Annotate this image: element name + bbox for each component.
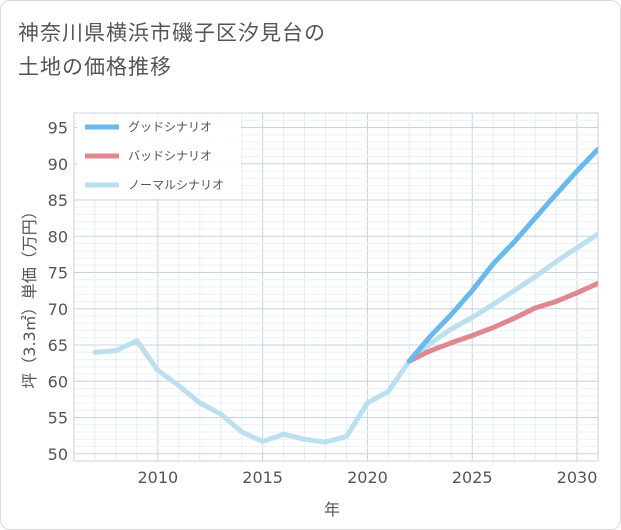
legend-label: ノーマルシナリオ [128, 178, 224, 192]
y-tick-label: 90 [48, 155, 68, 174]
x-tick-label: 2025 [452, 468, 493, 487]
chart-title: 神奈川県横浜市磯子区汐見台の 土地の価格推移 [18, 16, 326, 84]
x-tick-label: 2020 [347, 468, 388, 487]
series-lines [92, 146, 598, 445]
plot-area-border [73, 112, 599, 462]
chart-title-line-2: 土地の価格推移 [18, 55, 172, 79]
series-line-normal [92, 231, 598, 445]
chart-title-line-1: 神奈川県横浜市磯子区汐見台の [18, 21, 326, 45]
y-tick-label: 60 [48, 372, 68, 391]
y-tick-label: 75 [48, 264, 68, 283]
x-tick-label: 2030 [557, 468, 598, 487]
axis-ticks: 50 55 60 65 70 75 80 85 90 95 2010 2015 2020 2025 2030 [48, 119, 598, 488]
series-line-good [406, 146, 598, 364]
x-axis-title: 年 [324, 500, 340, 519]
y-tick-label: 55 [48, 409, 68, 428]
x-tick-label: 2015 [242, 468, 283, 487]
y-tick-label: 70 [48, 300, 68, 319]
y-axis-title: 坪（3.3㎡）単価（万円） [20, 203, 39, 388]
y-tick-label: 80 [48, 227, 68, 246]
y-tick-label: 95 [48, 119, 68, 138]
series-line-bad [406, 280, 598, 364]
y-tick-label: 50 [48, 445, 68, 464]
legend-label: バッドシナリオ [128, 149, 212, 163]
y-tick-label: 85 [48, 191, 68, 210]
y-tick-label: 65 [48, 336, 68, 355]
x-tick-label: 2010 [137, 468, 178, 487]
legend-label: グッドシナリオ [128, 120, 212, 134]
